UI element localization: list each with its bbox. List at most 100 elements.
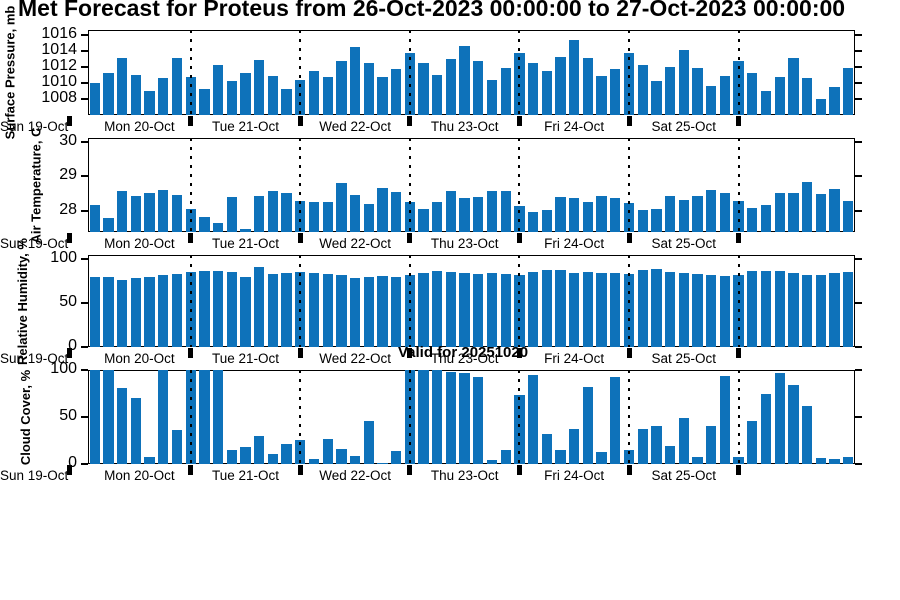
y-tick-mark-right [855, 463, 862, 465]
day-boundary-tick [516, 232, 522, 243]
y-tick-label: 1012 [41, 56, 77, 74]
surface-pressure-bar [582, 58, 594, 115]
cloud-cover-bar [637, 429, 648, 464]
y-tick-mark-right [855, 369, 862, 371]
air-temperature-bar [432, 201, 443, 232]
day-divider [628, 255, 630, 347]
y-tick-label: 1016 [41, 24, 77, 42]
air-temperature-bar [103, 218, 114, 232]
air-temperature-bar [706, 190, 717, 232]
cloud-cover-bar [473, 376, 484, 464]
surface-pressure-bar [651, 80, 662, 115]
day-divider [628, 30, 630, 115]
surface-pressure-bar [527, 62, 539, 115]
cloud-cover-bar [363, 420, 374, 464]
surface-pressure-bar [596, 75, 607, 115]
cloud-cover-bar [171, 430, 183, 464]
air-temperature-bar [130, 196, 142, 232]
air-temperature-bar [171, 195, 183, 232]
cloud-cover-bar [144, 457, 155, 464]
relative-humidity-bar [322, 273, 333, 347]
y-tick-mark [81, 175, 88, 178]
cloud-cover-bar [391, 450, 402, 464]
x-label-day: Thu 23-Oct [430, 468, 499, 483]
y-tick-label: 1010 [41, 72, 77, 90]
air-temperature-bar [308, 202, 320, 232]
air-temperature-bar [610, 198, 621, 232]
surface-pressure-bar [171, 58, 183, 115]
surface-pressure-bar [89, 82, 100, 115]
cloud-cover-bar [788, 385, 799, 464]
relative-humidity-bar [664, 271, 676, 347]
cloud-cover-bar [610, 376, 621, 464]
y-tick-mark-right [855, 81, 862, 84]
cloud-cover-bar [281, 444, 292, 464]
x-label-day: Wed 22-Oct [319, 351, 391, 366]
figure-title: Met Forecast for Proteus from 26-Oct-202… [18, 0, 846, 21]
surface-pressure-bar [130, 74, 142, 115]
surface-pressure-bar [199, 89, 210, 115]
x-label-day: Mon 20-Oct [104, 119, 175, 134]
y-tick-label: 29 [59, 166, 77, 184]
x-label-day: Mon 20-Oct [104, 468, 175, 483]
relative-humidity-bar [486, 272, 498, 347]
surface-pressure-bar [541, 70, 552, 115]
relative-humidity-bar [445, 271, 457, 347]
y-tick-mark-right [855, 346, 862, 348]
air-temperature-bar [377, 187, 388, 232]
cloud-cover-bar [322, 438, 333, 464]
surface-pressure-bar [760, 90, 772, 115]
cloud-cover-bar [719, 375, 731, 464]
air-temperature-bar [500, 190, 511, 232]
air-temperature-bar [582, 201, 594, 232]
cloud-cover-bar [89, 370, 100, 464]
cloud-cover-bar [336, 449, 347, 464]
day-boundary-tick [516, 347, 522, 358]
y-tick-mark [81, 346, 88, 348]
air-temperature-bar [719, 193, 731, 232]
surface-pressure-bar [815, 99, 826, 115]
surface-pressure-bar [486, 79, 498, 115]
y-tick-label: 0 [68, 337, 77, 354]
y-tick-label: 30 [59, 131, 77, 149]
cloud-cover-bar [692, 457, 703, 464]
y-tick-label: 1008 [41, 89, 77, 106]
air-temperature-bar [199, 217, 210, 232]
air-temperature-bar [281, 193, 292, 232]
x-label-day: Tue 21-Oct [211, 236, 279, 251]
surface-pressure-bar [322, 77, 333, 115]
air-temperature-bar [692, 195, 703, 232]
relative-humidity-bar [637, 270, 648, 347]
y-tick-mark [81, 81, 88, 84]
day-divider [518, 138, 521, 232]
cloud-cover-bar [596, 451, 607, 464]
relative-humidity-bar [226, 271, 237, 347]
air-temperature-bar [391, 192, 402, 232]
day-divider [628, 138, 630, 232]
air-temperature-bar [267, 190, 279, 232]
cloud-cover-bar [801, 405, 813, 464]
cloud-cover-bar [527, 374, 539, 464]
day-divider [189, 370, 192, 464]
day-boundary-tick [188, 464, 194, 475]
day-boundary-tick [407, 115, 413, 126]
y-tick-label: 100 [50, 360, 77, 377]
valid-for-overlay: Valid for 20251020 [398, 344, 529, 361]
surface-pressure-bar [637, 64, 648, 115]
y-tick-label: 28 [59, 201, 77, 219]
relative-humidity-bar [678, 272, 689, 347]
day-boundary-tick [736, 115, 742, 126]
air-temperature-bar [541, 210, 552, 232]
y-tick-mark-right [855, 98, 862, 100]
day-boundary-tick [736, 464, 742, 475]
cloud-cover-bar [486, 460, 498, 464]
y-axis-label-surface-pressure: Surface Pressure, mb [2, 5, 18, 140]
x-label-sun19: Sun 19-Oct [0, 351, 69, 366]
air-temperature-bar [527, 211, 539, 232]
day-divider [737, 138, 740, 232]
air-temperature-bar [158, 189, 169, 232]
y-axis-label-air-temperature: Air Temperature, C [28, 126, 44, 244]
surface-pressure-bar [377, 76, 388, 115]
day-boundary-tick [516, 115, 522, 126]
y-tick-mark [81, 49, 88, 52]
